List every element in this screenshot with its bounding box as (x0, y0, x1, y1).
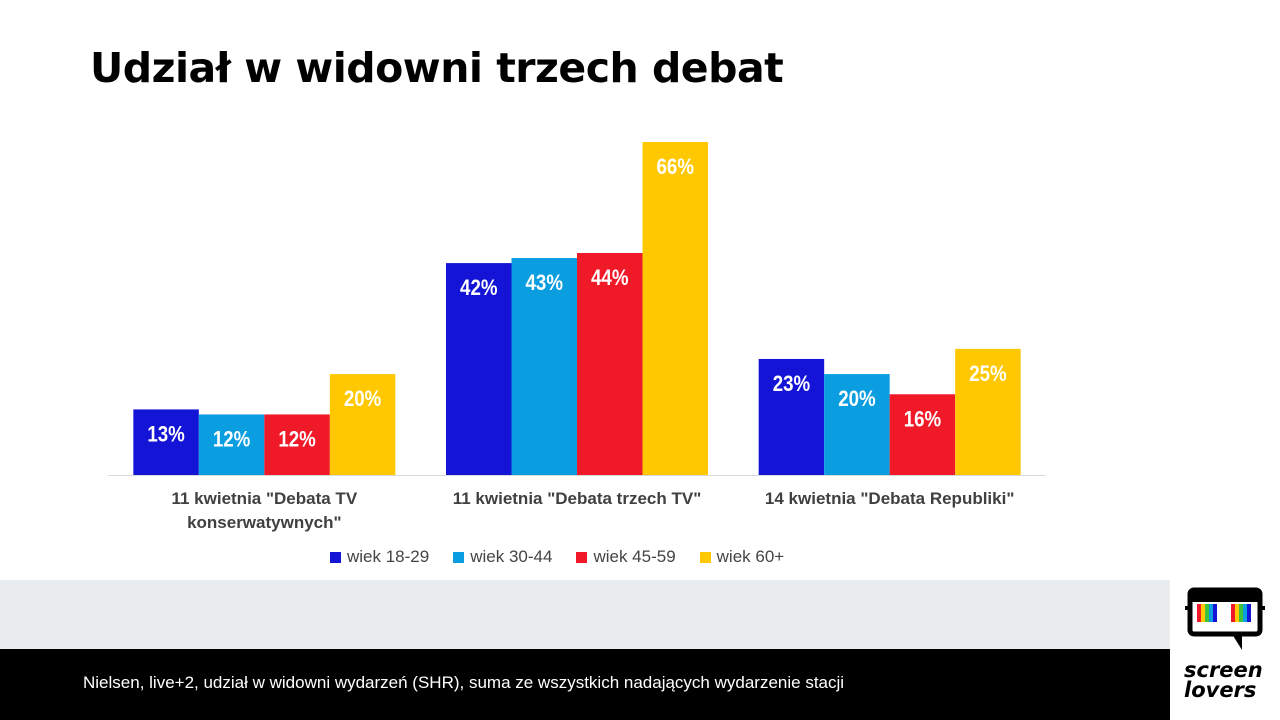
glasses-icon (1185, 587, 1265, 650)
bar (329, 374, 396, 475)
data-label: 20% (344, 388, 381, 412)
legend-item-30-44: wiek 30-44 (453, 547, 552, 567)
bar (446, 263, 512, 475)
footer-bar: Nielsen, live+2, udział w widowni wydarz… (0, 649, 1170, 720)
bar (577, 253, 643, 475)
screen-lovers-logo: screen lovers (1170, 580, 1280, 720)
legend-item-60-plus: wiek 60+ (699, 547, 785, 567)
bar-chart: 13% 12% 12% 20% 11 kwietnia "Debata TV konser… (108, 142, 1046, 532)
data-label: 12% (213, 428, 250, 452)
legend-swatch (699, 551, 711, 563)
bar (511, 258, 577, 475)
chart-legend: wiek 18-29 wiek 30-44 wiek 45-59 wiek 60… (330, 547, 784, 567)
legend-swatch (453, 551, 465, 563)
data-label: 66% (657, 156, 694, 180)
bar (955, 348, 1021, 475)
logo-line-1: screen (1184, 658, 1263, 682)
x-tick-label: 11 kwietnia "Debata TV (171, 489, 357, 508)
data-label: 20% (838, 388, 875, 412)
bar (133, 409, 199, 475)
chart-title: Udział w widowni trzech debat (90, 44, 784, 92)
data-label: 23% (773, 373, 810, 397)
data-label: 44% (591, 267, 628, 291)
legend-label: wiek 45-59 (593, 547, 676, 566)
bar (642, 142, 708, 475)
x-tick-label: 11 kwietnia "Debata trzech TV" (453, 489, 702, 508)
bar (824, 374, 890, 475)
data-label: 42% (460, 277, 497, 301)
x-tick-label: 14 kwietnia "Debata Republiki" (765, 489, 1014, 508)
bar (198, 414, 265, 475)
data-label: 43% (526, 272, 563, 296)
legend-item-18-29: wiek 18-29 (330, 547, 429, 567)
logo-line-2: lovers (1184, 678, 1257, 702)
data-label: 13% (147, 423, 184, 447)
x-tick-label: konserwatywnych" (187, 513, 342, 532)
legend-swatch (330, 551, 341, 563)
bar (889, 394, 956, 475)
bar (758, 358, 825, 475)
legend-label: wiek 60+ (716, 547, 785, 566)
source-note: Nielsen, live+2, udział w widowni wydarz… (83, 673, 845, 692)
legend-label: wiek 18-29 (347, 547, 430, 566)
data-label: 12% (278, 428, 315, 452)
gray-band (0, 580, 1170, 649)
bar (264, 414, 330, 475)
legend-item-45-59: wiek 45-59 (576, 547, 676, 567)
logo-text: screen lovers (1184, 658, 1263, 702)
data-label: 16% (904, 408, 941, 432)
legend-swatch (576, 551, 588, 563)
data-label: 25% (969, 363, 1006, 387)
legend-label: wiek 30-44 (470, 547, 553, 566)
